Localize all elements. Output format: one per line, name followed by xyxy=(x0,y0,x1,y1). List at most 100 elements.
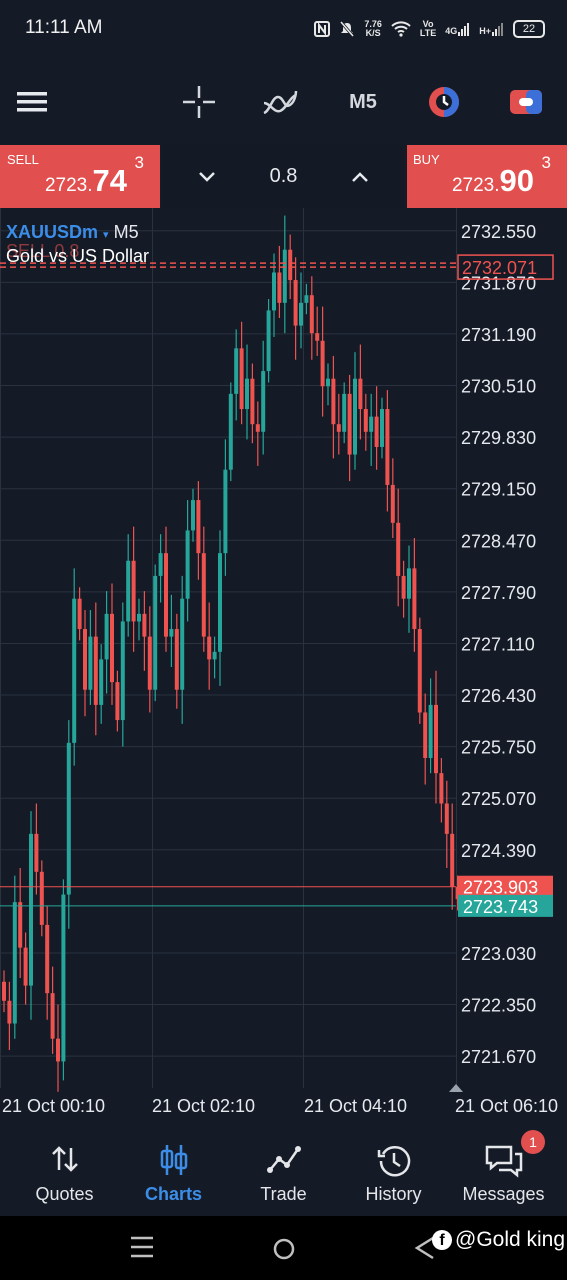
candle-body xyxy=(174,629,179,690)
battery-icon: 22 xyxy=(513,20,545,38)
signal-hplus: H+ xyxy=(479,22,504,36)
candle-body xyxy=(56,1038,60,1062)
symbol-dropdown-icon: ▾ xyxy=(103,229,109,241)
candle-body xyxy=(282,249,287,303)
candle-body xyxy=(61,894,66,1062)
watermark: f @Gold king xyxy=(432,1228,565,1252)
lot-decrease-button[interactable] xyxy=(189,159,225,195)
sell-position-line-label: SELL 0.8 xyxy=(6,241,80,261)
candle-body xyxy=(245,378,249,410)
system-navigation-bar: f @Gold king xyxy=(0,1216,567,1280)
nav-trade[interactable]: Trade xyxy=(227,1128,340,1216)
symbol-description: Gold vs US Dollar xyxy=(6,246,150,266)
candle-body xyxy=(153,575,158,690)
buy-price: 2723.90 3 xyxy=(451,153,551,198)
indicators-icon[interactable] xyxy=(260,82,300,122)
candle-body xyxy=(131,560,136,622)
candle-body xyxy=(277,272,282,303)
timeframe-selector[interactable]: M5 xyxy=(349,90,377,113)
candle-body xyxy=(374,416,379,447)
candle-body xyxy=(207,636,212,660)
x-tick-label: 21 Oct 06:10 xyxy=(455,1096,558,1116)
crosshair-icon[interactable] xyxy=(180,82,218,122)
nav-charts[interactable]: Charts xyxy=(117,1128,230,1216)
y-tick-label: 2729.150 xyxy=(461,480,536,500)
y-tick-label: 2728.470 xyxy=(461,531,536,551)
candle-body xyxy=(407,568,411,599)
candle-body xyxy=(342,393,347,432)
candle-body xyxy=(164,553,168,637)
candle-body xyxy=(272,272,276,311)
candle-body xyxy=(115,682,120,721)
candle-body xyxy=(369,416,374,432)
chart-objects-icon[interactable] xyxy=(426,82,462,122)
candle-body xyxy=(396,522,401,576)
candle-body xyxy=(191,500,195,531)
candle-body xyxy=(309,295,314,334)
y-tick-label: 2729.830 xyxy=(461,428,536,448)
bid-price-label: 2723.743 xyxy=(463,897,538,917)
chart-symbol[interactable]: XAUUSDm ▾ M5 xyxy=(6,222,139,243)
candle-body xyxy=(434,704,438,774)
sell-label: SELL xyxy=(7,152,39,167)
lot-size-value[interactable]: 0.8 xyxy=(269,165,298,187)
y-tick-label: 2732.550 xyxy=(461,222,536,242)
candle-body xyxy=(72,598,77,743)
status-icons: 7.76 K/S Vo LTE 4G H+ 22 xyxy=(314,16,545,42)
status-time: 11:11 AM xyxy=(25,17,103,38)
signal-bars-2-icon xyxy=(492,23,503,36)
candle-body xyxy=(169,629,174,637)
y-tick-label: 2723.030 xyxy=(461,944,536,964)
candlestick-chart[interactable]: 2732.550 2731.870 2731.190 2730.510 2729.830… xyxy=(0,208,567,1128)
chart-toolbar: M5 xyxy=(0,60,567,144)
candle-body xyxy=(93,636,98,705)
candle-body xyxy=(23,947,28,986)
chart-shift-marker xyxy=(449,1084,463,1092)
sell-position-price-box xyxy=(457,254,554,280)
sell-button[interactable]: SELL 2723.74 3 xyxy=(0,145,160,208)
candle-body xyxy=(126,560,131,622)
nav-messages[interactable]: 1 Messages xyxy=(447,1128,560,1216)
candle-body xyxy=(45,924,50,994)
candle-body xyxy=(293,280,298,326)
x-tick-label: 21 Oct 04:10 xyxy=(304,1096,407,1116)
y-tick-label: 2727.110 xyxy=(461,634,535,654)
candle-body xyxy=(250,378,255,425)
lot-increase-button[interactable] xyxy=(342,159,378,195)
candle-body xyxy=(34,833,39,872)
nfc-icon xyxy=(314,21,331,37)
sell-position-price-label: 2732.071 xyxy=(462,258,537,278)
candle-body xyxy=(50,993,55,1039)
messages-badge: 1 xyxy=(521,1130,545,1154)
candle-body xyxy=(185,530,190,599)
y-tick-label: 2721.670 xyxy=(461,1047,536,1067)
y-tick-label: 2730.510 xyxy=(461,377,536,397)
status-bar: 11:11 AM 7.76 K/S Vo LTE 4G H+ 22 xyxy=(0,0,567,60)
candle-body xyxy=(336,424,341,432)
ask-price-box xyxy=(458,875,553,898)
back-icon[interactable] xyxy=(414,1236,436,1265)
recents-icon[interactable] xyxy=(130,1236,154,1263)
nav-quotes[interactable]: Quotes xyxy=(8,1128,121,1216)
candle-body xyxy=(347,393,352,455)
y-tick-label: 2731.190 xyxy=(461,325,536,345)
nav-history[interactable]: History xyxy=(337,1128,450,1216)
candle-body xyxy=(18,902,23,948)
hamburger-menu-icon[interactable] xyxy=(14,82,50,122)
candle-body xyxy=(234,348,239,394)
candle-body xyxy=(320,340,325,387)
y-tick-label: 2724.390 xyxy=(461,841,536,861)
candle-body xyxy=(147,636,152,690)
home-icon[interactable] xyxy=(272,1237,296,1266)
price-chart[interactable]: 2732.550 2731.870 2731.190 2730.510 2729.830… xyxy=(0,208,567,1128)
candle-body xyxy=(137,613,141,622)
candle-body xyxy=(158,553,163,576)
one-click-trading-icon[interactable] xyxy=(508,82,544,122)
buy-button[interactable]: BUY 2723.90 3 xyxy=(407,145,567,208)
candle-body xyxy=(412,568,417,630)
candle-body xyxy=(228,393,233,470)
history-clock-icon xyxy=(377,1146,410,1177)
candle-body xyxy=(428,704,433,758)
candle-body xyxy=(120,621,125,721)
candle-body xyxy=(401,575,406,599)
